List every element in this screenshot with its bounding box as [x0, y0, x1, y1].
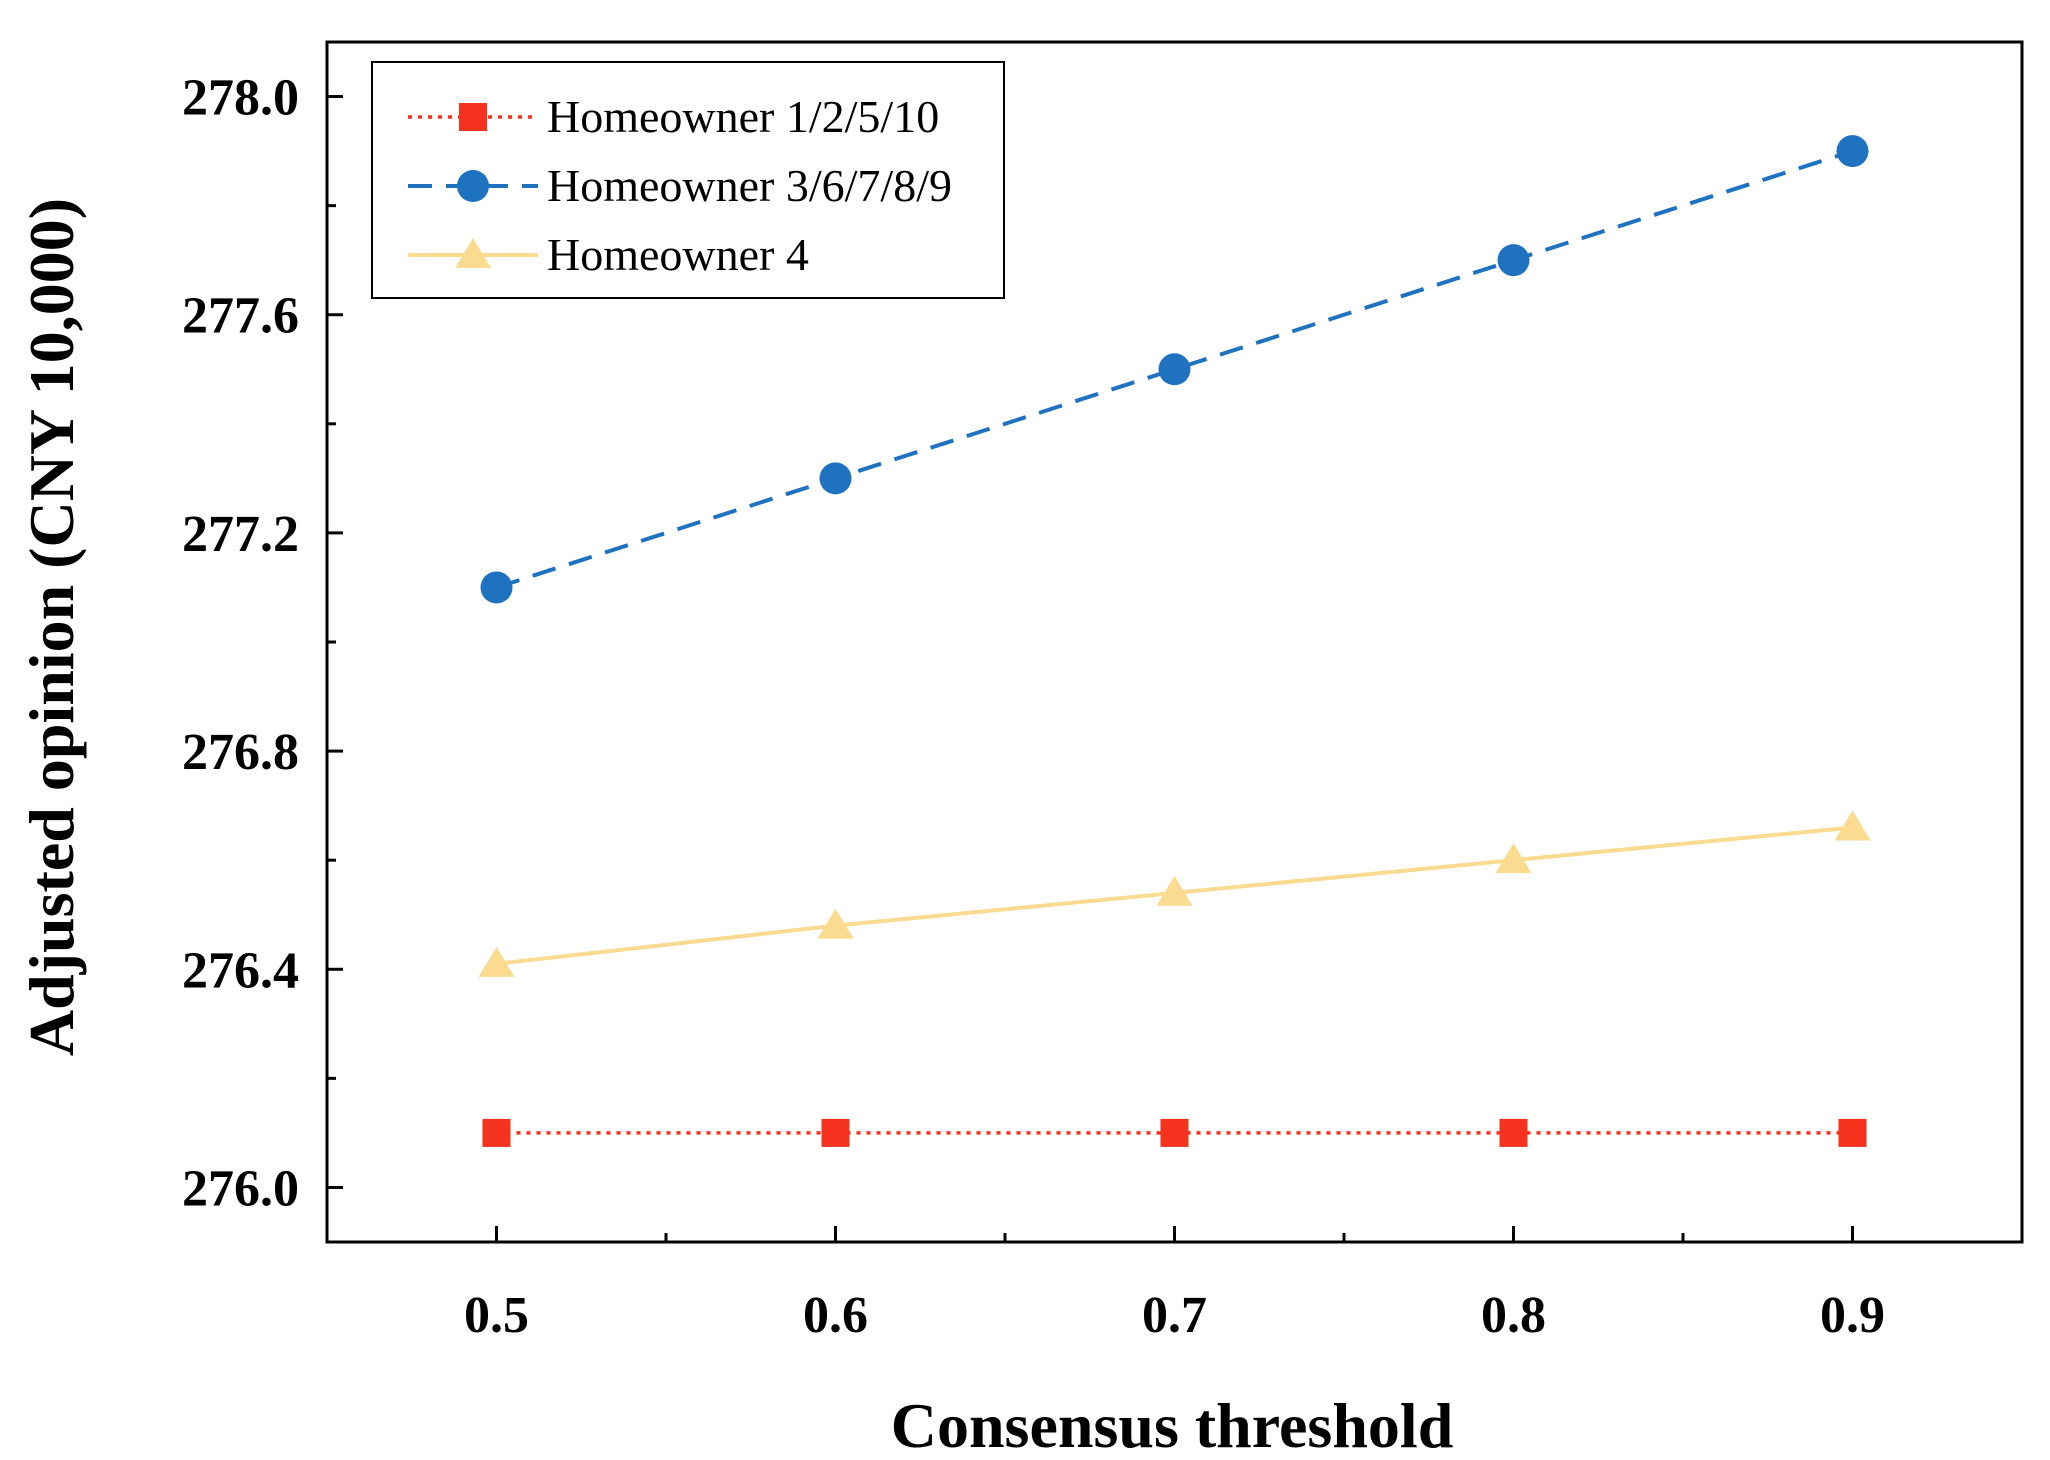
y-tick-label: 277.2: [182, 506, 299, 563]
data-point: [1836, 135, 1869, 168]
data-point: [482, 1118, 511, 1147]
axes: 0.5 0.6 0.7 0.8 0.9 276.0 276.4 276.8 277.2 277.6…: [182, 40, 2024, 1344]
data-point: [1495, 843, 1532, 874]
data-point: [1838, 1118, 1867, 1147]
legend-label: Homeowner 3/6/7/8/9: [547, 160, 952, 211]
data-point: [1156, 875, 1193, 906]
y-tick-label: 276.8: [182, 724, 299, 781]
data-point: [480, 571, 513, 604]
series-1: [482, 1118, 1867, 1147]
legend-item-2: Homeowner 3/6/7/8/9: [408, 160, 952, 211]
data-point: [1160, 1118, 1189, 1147]
y-tick-label: 277.6: [182, 288, 299, 345]
data-point: [1499, 1118, 1528, 1147]
legend-item-3: Homeowner 4: [408, 229, 809, 280]
legend-label: Homeowner 1/2/5/10: [547, 91, 939, 142]
y-tick-label: 278.0: [182, 70, 299, 127]
legend-item-1: Homeowner 1/2/5/10: [408, 91, 939, 142]
data-point: [821, 1118, 850, 1147]
y-tick-label: 276.4: [182, 942, 299, 999]
series-3: [478, 810, 1871, 977]
legend-marker: [455, 238, 491, 268]
x-tick-label: 0.5: [464, 1287, 529, 1344]
x-tick-label: 0.7: [1142, 1287, 1207, 1344]
x-tick-label: 0.8: [1481, 1287, 1546, 1344]
data-point: [478, 946, 515, 977]
legend-marker: [457, 170, 489, 202]
x-axis-title: Consensus threshold: [891, 1390, 1454, 1460]
data-point: [1158, 353, 1191, 386]
series-2: [480, 135, 1869, 604]
series-line: [495, 149, 1854, 590]
data-point: [1497, 244, 1530, 277]
legend: Homeowner 1/2/5/10 Homeowner 3/6/7/8/9 Hom…: [371, 61, 1005, 299]
data-point: [1834, 810, 1871, 841]
data-point: [819, 462, 852, 495]
legend-marker: [459, 103, 487, 131]
x-tick-label: 0.6: [803, 1287, 868, 1344]
y-axis-title: Adjusted opinion (CNY 10,000): [16, 198, 87, 1056]
data-point: [817, 908, 854, 939]
y-tick-label: 276.0: [182, 1160, 299, 1217]
series-layer: [478, 135, 1871, 1147]
legend-label: Homeowner 4: [547, 229, 809, 280]
x-tick-label: 0.9: [1820, 1287, 1885, 1344]
